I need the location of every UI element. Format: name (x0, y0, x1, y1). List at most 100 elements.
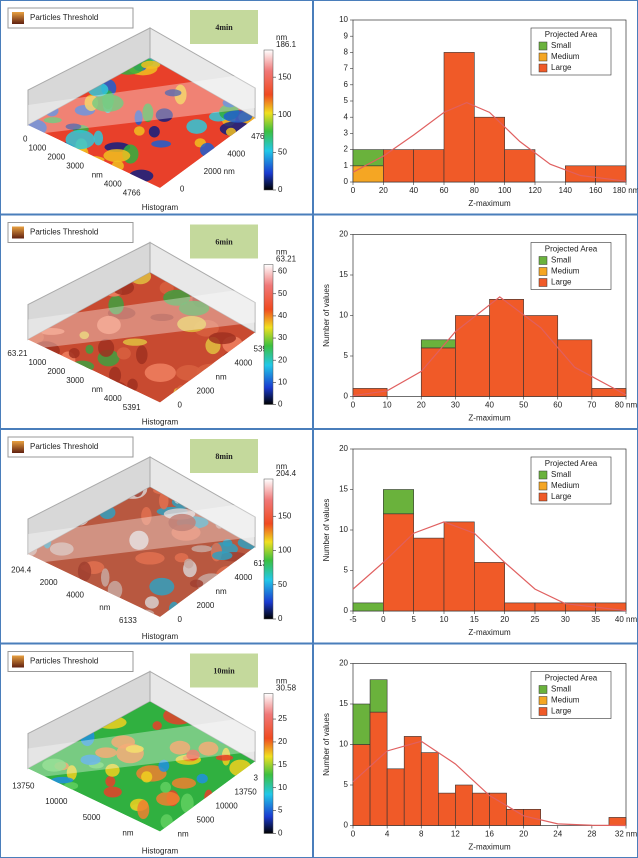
x-tick-label: 32 nm (615, 830, 638, 839)
colorbar (264, 479, 273, 619)
surface-feature (145, 596, 159, 608)
header-icon (12, 12, 24, 24)
bar-segment (383, 150, 413, 182)
x-tick-label: 0 (351, 830, 356, 839)
colorbar-tick-label: 0 (278, 400, 283, 409)
bar-segment (353, 745, 370, 826)
surface-axis-label: 13750 (12, 781, 35, 790)
surface-axis-label: 2000 (47, 367, 65, 376)
legend-swatch (539, 482, 547, 490)
legend-swatch (539, 42, 547, 50)
x-tick-label: 16 (485, 830, 494, 839)
legend-label: Medium (551, 267, 580, 276)
y-tick-label: 0 (344, 392, 349, 401)
surface-axis-label: 3000 (66, 162, 84, 171)
bar-segment (353, 166, 383, 182)
bar-segment (370, 712, 387, 825)
surface-feature (160, 782, 171, 793)
bar-segment (535, 603, 565, 611)
surface-axis-label: 1000 (28, 358, 46, 367)
bar-segment (474, 562, 504, 611)
surface-feature (98, 339, 114, 357)
bar-segment (472, 793, 489, 825)
surface-feature (149, 578, 174, 596)
x-tick-label: 40 (409, 186, 418, 195)
bar-segment (404, 736, 421, 825)
x-tick-label: 30 (451, 401, 460, 410)
surface-axis-label: 5391 (123, 403, 141, 412)
y-tick-label: 9 (344, 31, 349, 40)
legend-label: Medium (551, 52, 580, 61)
y-tick-label: 0 (344, 177, 349, 186)
surface-feature (209, 332, 236, 344)
surface-axis-label: 0 (180, 184, 185, 193)
histogram-caption: Histogram (142, 418, 179, 427)
colorbar-tick-label: 0 (278, 829, 283, 838)
histogram-caption: Histogram (142, 847, 179, 856)
colorbar-tick-label: 0 (278, 185, 283, 194)
bar-segment (444, 52, 474, 182)
bar-segment (383, 514, 413, 611)
surface-axis-label: 10000 (45, 797, 68, 806)
colorbar-max: 30.58 (276, 684, 297, 693)
surface-axis-label: nm (92, 385, 103, 394)
y-tick-label: 1 (344, 161, 349, 170)
header-icon (12, 441, 24, 453)
surface-axis-label: 4766 (123, 189, 141, 198)
legend-label: Medium (551, 481, 580, 490)
legend-title: Projected Area (545, 459, 598, 468)
legend-label: Small (551, 256, 571, 265)
legend-swatch (539, 64, 547, 72)
colorbar-tick-label: 15 (278, 760, 287, 769)
y-tick-label: 7 (344, 64, 349, 73)
bar-segment (353, 704, 370, 745)
surface-feature (212, 551, 232, 560)
surface-feature (149, 126, 160, 137)
x-tick-label: 50 (519, 401, 528, 410)
surface-feature (141, 771, 152, 782)
bar-segment (387, 769, 404, 826)
surface-feature (190, 580, 203, 588)
surface-axis-label: 4000 (235, 359, 253, 368)
y-tick-label: 5 (344, 780, 349, 789)
y-tick-label: 5 (344, 96, 349, 105)
legend-swatch (539, 708, 547, 716)
colorbar-tick-label: 10 (278, 377, 287, 386)
bar-segment (609, 817, 626, 825)
surface-feature (172, 778, 196, 789)
colorbar (264, 50, 273, 190)
surface-axis-label: nm (216, 373, 227, 382)
legend-label: Large (551, 278, 572, 287)
x-tick-label: -5 (349, 615, 357, 624)
surface-axis-label: 13750 (235, 788, 258, 797)
y-axis-label: Number of values (322, 284, 331, 347)
colorbar-tick-label: 150 (278, 511, 292, 520)
surface-feature (145, 363, 176, 382)
colorbar-tick-label: 50 (278, 147, 287, 156)
x-tick-label: 20 (500, 615, 509, 624)
y-tick-label: 6 (344, 80, 349, 89)
x-tick-label: 0 (381, 615, 386, 624)
time-label: 8min (215, 452, 233, 461)
surface-axis-label: 63.21 (7, 349, 28, 358)
surface-feature (123, 338, 147, 345)
bar-segment (444, 522, 474, 611)
histogram-caption: Histogram (142, 632, 179, 641)
bar-segment (438, 793, 455, 825)
x-tick-label: 30 (561, 615, 570, 624)
surface-axis-label: 3000 (66, 376, 84, 385)
y-tick-label: 2 (344, 145, 349, 154)
x-tick-label: 40 (485, 401, 494, 410)
surface-axis-label: 1000 (28, 144, 46, 153)
header-title: Particles Threshold (30, 13, 98, 22)
colorbar-max: 204.4 (276, 469, 297, 478)
y-tick-label: 10 (339, 15, 348, 24)
legend-swatch (539, 268, 547, 276)
histogram-caption: Histogram (142, 203, 179, 212)
bar-segment (421, 348, 455, 397)
x-tick-label: 35 (591, 615, 600, 624)
surface-axis-label: 5000 (83, 813, 101, 822)
header-icon (12, 656, 24, 668)
bar-segment (558, 340, 592, 397)
colorbar-tick-label: 60 (278, 267, 287, 276)
